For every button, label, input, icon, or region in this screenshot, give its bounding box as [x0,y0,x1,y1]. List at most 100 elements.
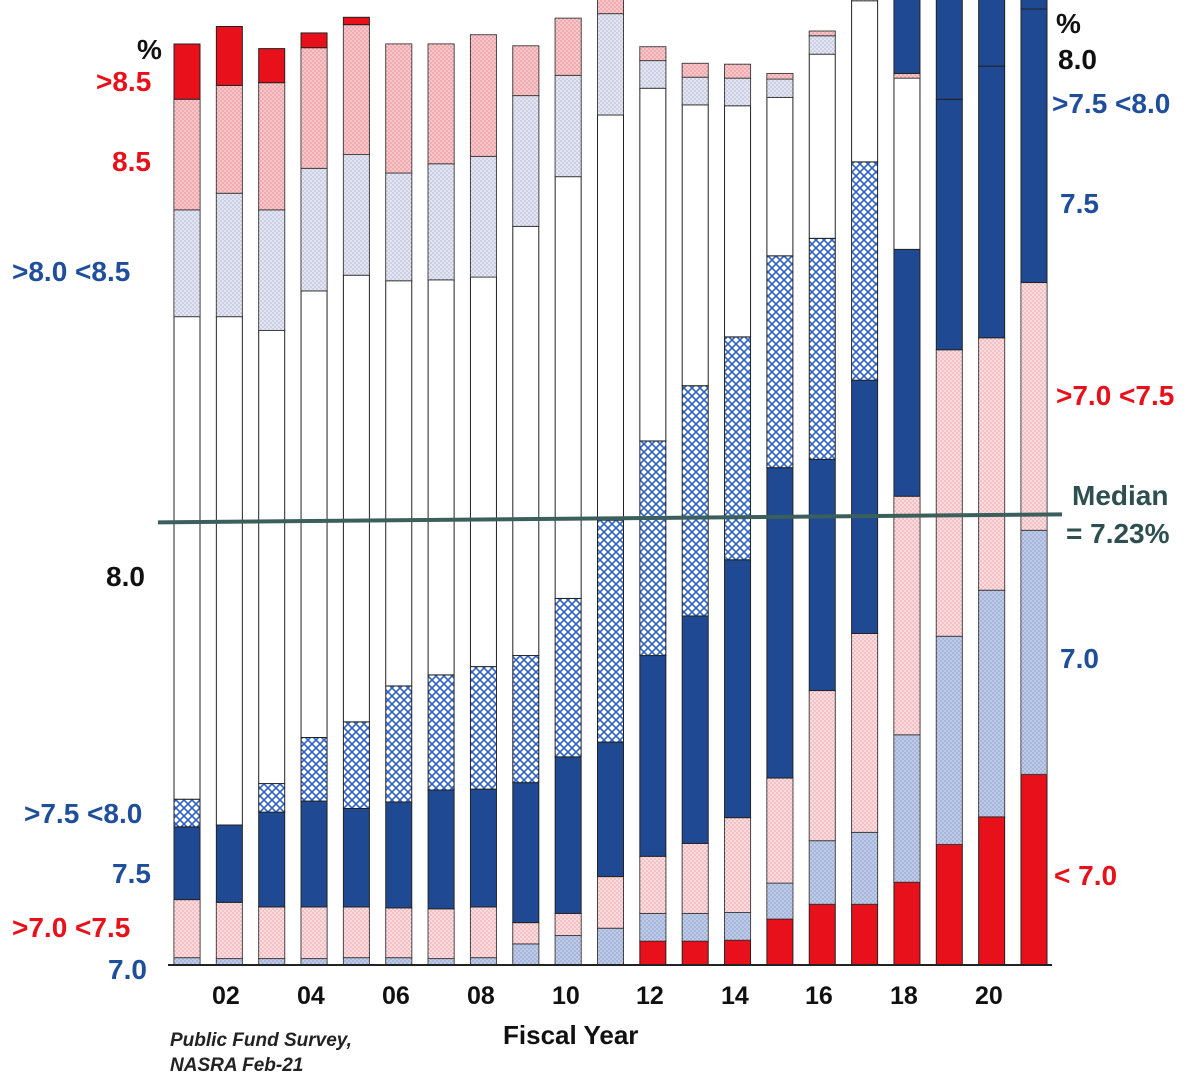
x-tick-label: 10 [552,982,580,1010]
bar-segment-texture [936,349,963,637]
bar-segment-gt85 [173,43,201,100]
bar-segment-texture [258,209,285,331]
bar-segment-texture [893,496,920,735]
bar-segment-texture [258,82,285,210]
bar-segment-lt-70 [978,816,1006,966]
left-label-75: 7.5 [112,858,151,889]
bar-segment-gt75-lt80 [258,783,286,813]
bar-segment-80 [512,225,540,657]
x-tick-label: 08 [467,982,495,1010]
bar-segment-texture [639,913,666,942]
bar-segment-75 [258,811,286,908]
bar-segment-texture [639,856,666,914]
bar-segment-texture [258,958,285,965]
bar-segment-texture [343,154,370,276]
bar-segment-texture [809,840,836,905]
right-label-lt70: < 7.0 [1054,860,1118,891]
bar-segment-texture [428,163,455,280]
bar-segment-lt-70 [1020,773,1048,966]
bar-segment-texture [470,906,497,958]
bar-segment-gt85 [215,26,243,86]
bar-segment-texture [174,99,200,210]
bar-segment-gt75-lt80 [385,685,413,803]
bar-segment-75 [978,0,1006,67]
bar-segment-gt75-lt80 [681,385,709,617]
bar-segment-texture [512,95,539,227]
bar-segment-texture [385,907,412,958]
bar-segment-80 [724,105,752,338]
bar-segment-texture [470,957,497,965]
bar-segment-75 [597,741,624,878]
left-label-gt70-lt75: >7.0 <7.5 [12,912,131,943]
x-tick-label: 18 [890,982,918,1010]
right-label-75: 7.5 [1060,188,1099,219]
bar-segment-80 [639,87,667,442]
bar-segment-80 [215,316,243,826]
bar-segment-75 [724,559,752,819]
bar-segment-texture [512,943,539,965]
bar-segment-texture [428,958,455,965]
bar-segment-75 [215,824,243,903]
bar-segment-texture [639,60,666,89]
bar-segment-gt85 [342,16,370,26]
bar-segment-gt75-lt80 [766,255,794,469]
x-tick-label: 02 [212,982,240,1010]
bar-segment-75 [681,615,709,844]
source-note: Public Fund Survey, NASRA Feb-21 [170,1028,352,1078]
right-label-percent: % [1056,8,1081,39]
bar-segment-texture [216,193,243,317]
bar-segment-texture [343,24,370,155]
bar-segment-texture [682,913,709,942]
bar-segment-texture [1021,282,1047,531]
bar-segment-texture [809,35,836,55]
left-label-gt75-lt80: >7.5 <8.0 [24,798,143,829]
bar-segment-texture [978,590,1005,817]
bar-segment-texture [428,908,455,959]
bar-segment-texture [724,64,751,79]
bar-segment-80 [681,104,709,387]
bar-segment-80 [851,0,879,163]
bar-segment-texture [893,734,920,883]
bar-segment-80 [173,316,201,800]
bar-segment-texture [343,957,370,965]
left-label-percent: % [137,34,162,65]
bar-segment-gt75-lt80 [469,666,497,790]
right-label-gt75-lt80: >7.5 <8.0 [1052,88,1171,119]
right-label-70: 7.0 [1060,643,1099,674]
bar-segment-lt-70 [639,940,667,966]
bar-segment-75 [935,0,963,100]
bar-segment-80 [427,279,455,676]
bar-segment-75 [300,800,328,908]
bar-segment-texture [809,31,836,36]
bar-segment-texture [766,78,793,98]
bar-segment-gt75-lt80 [554,597,582,758]
bar-segment-texture [1021,530,1047,775]
bar-segment-texture [555,75,582,177]
bar-segment-80 [554,176,582,599]
bar-segment-80 [385,280,413,687]
bar-segment-texture [766,778,793,884]
bar-segment-texture [301,958,328,965]
bar-segment-gt75-lt80 [639,440,667,657]
bar-segment-texture [724,817,751,913]
x-axis-title: Fiscal Year [503,1020,639,1050]
bar-segment-75 [554,756,582,914]
bar-segment-gt75-lt80 [173,798,201,828]
bar-segment-80 [469,276,497,668]
bar-segment-texture [682,63,709,78]
bar-segment-80 [597,114,624,521]
bar-segment-texture [724,78,751,106]
bar-segment-texture [724,912,751,941]
median-value-label: = 7.23% [1066,518,1170,549]
bar-segment-75 [1020,0,1048,10]
bar-segment-gt75-lt80 [851,161,879,381]
bar-segment-75 [935,98,963,351]
bar-segment-80 [808,53,836,239]
x-tick-label: 12 [636,982,664,1010]
bar-segment-texture [301,47,328,169]
bar-segment-gt85 [258,48,286,84]
bar-segment-texture [216,958,243,965]
bar-segment-75 [512,782,540,924]
bar-segment-texture [597,13,624,115]
median-line [157,512,1063,525]
